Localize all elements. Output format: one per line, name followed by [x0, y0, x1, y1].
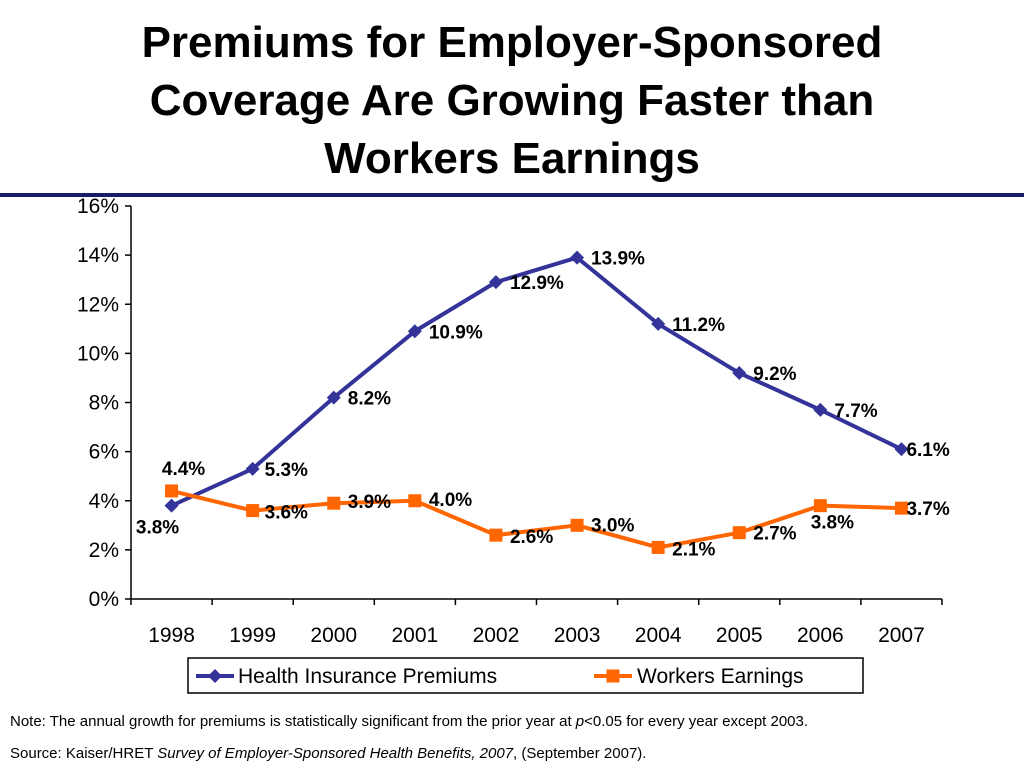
data-label-earnings: 3.0%	[591, 515, 634, 536]
y-tick-label: 4%	[89, 490, 119, 513]
x-tick-label: 1999	[229, 624, 276, 647]
y-tick-label: 0%	[89, 588, 119, 611]
data-point-earnings	[570, 518, 584, 532]
legend-box	[187, 657, 864, 694]
data-label-premiums: 8.2%	[348, 389, 391, 410]
legend-marker-earnings	[606, 669, 620, 683]
data-label-earnings: 3.9%	[348, 492, 391, 513]
x-tick-label: 2001	[391, 624, 438, 647]
title-divider	[0, 193, 1024, 197]
y-tick-label: 14%	[77, 244, 119, 267]
y-tick-label: 8%	[89, 392, 119, 415]
data-point-premiums	[732, 366, 747, 381]
data-label-earnings: 4.4%	[162, 459, 205, 480]
footnote-note: Note: The annual growth for premiums is …	[10, 713, 808, 730]
legend-label-earnings: Workers Earnings	[637, 665, 804, 688]
data-point-earnings	[327, 496, 341, 510]
data-point-premiums	[813, 402, 828, 417]
data-label-premiums: 13.9%	[591, 249, 645, 270]
data-point-earnings	[408, 494, 422, 508]
data-label-earnings: 2.7%	[753, 524, 796, 545]
x-tick-label: 2002	[473, 624, 520, 647]
data-label-earnings: 3.7%	[906, 499, 949, 520]
data-label-premiums: 12.9%	[510, 273, 564, 294]
note-p: p	[575, 713, 585, 730]
legend-marker-premiums	[208, 669, 222, 683]
page-title: Premiums for Employer-Sponsored Coverage…	[0, 14, 1024, 188]
data-point-earnings	[894, 501, 908, 515]
data-point-earnings	[489, 528, 503, 542]
title-line: Premiums for Employer-Sponsored	[141, 18, 883, 67]
y-tick-label: 6%	[89, 441, 119, 464]
series-line	[171, 488, 902, 550]
note-prefix: Note: The annual growth for premiums is …	[10, 713, 576, 730]
y-tick-label: 12%	[77, 293, 119, 316]
data-point-premiums	[651, 316, 666, 331]
source-prefix: Source: Kaiser/HRET	[10, 745, 158, 762]
x-tick-label: 1998	[148, 624, 195, 647]
x-tick-label: 2005	[716, 624, 763, 647]
data-point-earnings	[813, 499, 827, 513]
data-label-premiums: 7.7%	[834, 401, 877, 422]
data-point-premiums	[326, 390, 341, 405]
x-tick-label: 2007	[878, 624, 925, 647]
data-point-premiums	[407, 324, 422, 339]
series-line	[170, 255, 903, 508]
legend-label-premiums: Health Insurance Premiums	[238, 665, 497, 688]
data-point-premiums	[164, 498, 179, 513]
data-point-premiums	[894, 442, 909, 457]
source-title: Survey of Employer-Sponsored Health Bene…	[157, 745, 514, 762]
data-label-earnings: 4.0%	[429, 490, 472, 511]
data-point-earnings	[732, 526, 746, 540]
data-point-premiums	[245, 461, 260, 476]
data-label-earnings: 2.6%	[510, 527, 553, 548]
data-label-premiums: 5.3%	[265, 460, 308, 481]
data-point-earnings	[246, 504, 260, 518]
data-label-earnings: 2.1%	[672, 539, 715, 560]
data-point-earnings	[165, 484, 179, 498]
data-point-earnings	[651, 540, 665, 554]
footnote-source: Source: Kaiser/HRET Survey of Employer-S…	[10, 745, 646, 762]
data-label-earnings: 3.6%	[265, 503, 308, 524]
title-line: Workers Earnings	[324, 134, 700, 183]
data-label-premiums: 9.2%	[753, 364, 796, 385]
data-point-premiums	[488, 275, 503, 290]
data-point-premiums	[570, 250, 585, 265]
data-label-premiums: 6.1%	[906, 440, 949, 461]
y-tick-label: 16%	[77, 195, 119, 218]
x-tick-label: 2004	[635, 624, 682, 647]
x-tick-label: 2006	[797, 624, 844, 647]
y-tick-label: 10%	[77, 342, 119, 365]
title-line: Coverage Are Growing Faster than	[149, 76, 875, 125]
data-label-premiums: 3.8%	[136, 518, 179, 539]
data-label-premiums: 11.2%	[672, 315, 725, 336]
x-tick-label: 2000	[310, 624, 357, 647]
x-tick-label: 2003	[554, 624, 601, 647]
note-suffix: <0.05 for every year except 2003.	[584, 713, 809, 730]
y-tick-label: 2%	[89, 539, 119, 562]
data-label-earnings: 3.8%	[811, 513, 854, 534]
data-label-premiums: 10.9%	[429, 322, 483, 343]
source-suffix: , (September 2007).	[513, 745, 647, 762]
